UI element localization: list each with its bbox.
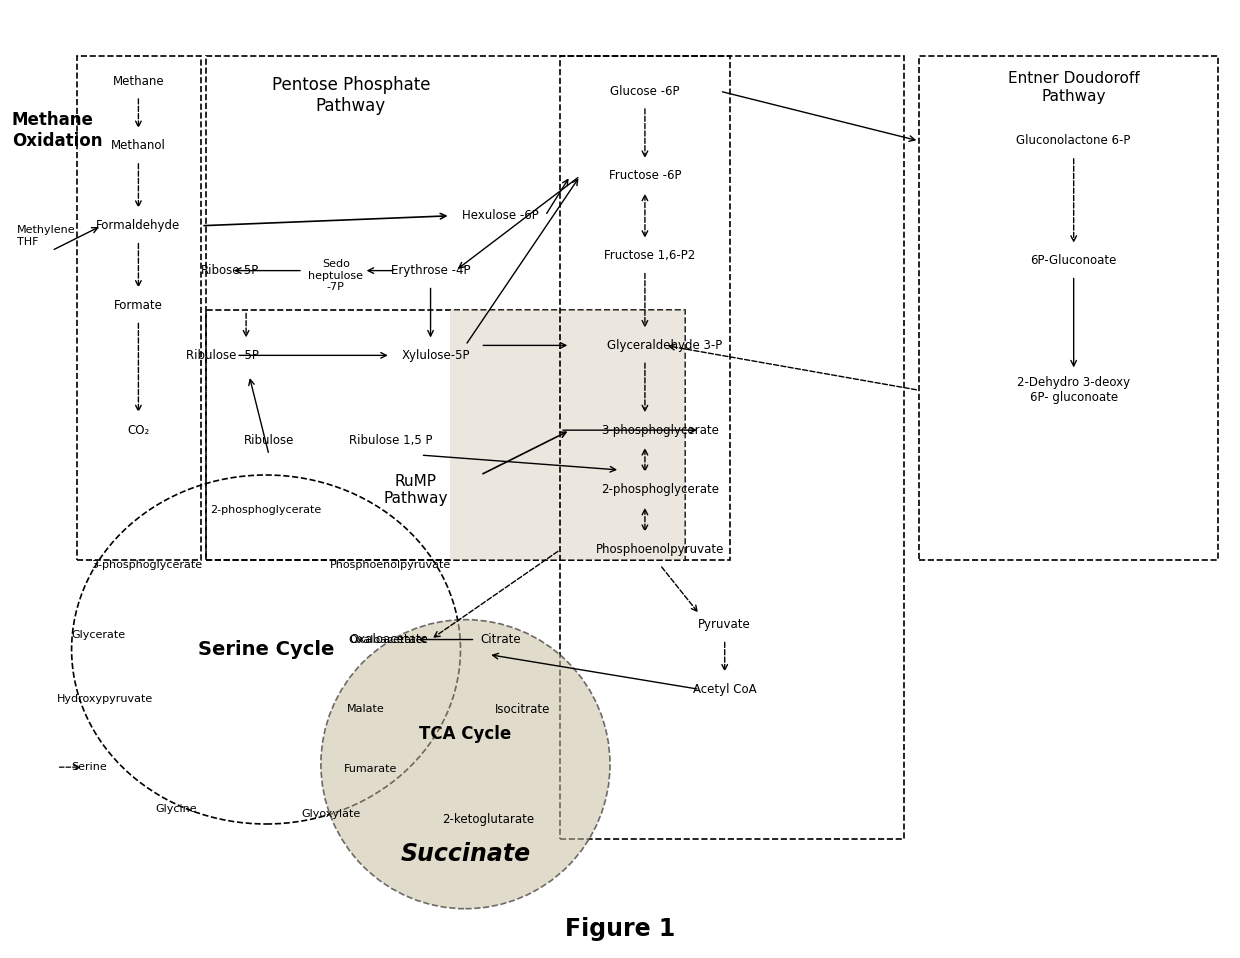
Text: Oxaloacetate: Oxaloacetate	[348, 634, 423, 645]
Text: Formate: Formate	[114, 299, 162, 312]
Text: Phosphoenolpyruvate: Phosphoenolpyruvate	[595, 543, 724, 557]
Bar	[77, 57, 201, 559]
Bar	[206, 310, 684, 559]
Text: Glucose -6P: Glucose -6P	[610, 84, 680, 98]
Text: Fructose 1,6-P2: Fructose 1,6-P2	[604, 249, 696, 262]
Text: TCA Cycle: TCA Cycle	[419, 725, 512, 743]
Text: Serine: Serine	[72, 763, 108, 772]
Text: Fructose -6P: Fructose -6P	[609, 170, 681, 182]
Text: 2-Dehydro 3-deoxy
6P- gluconoate: 2-Dehydro 3-deoxy 6P- gluconoate	[1017, 376, 1130, 404]
Text: 2-phosphoglycerate: 2-phosphoglycerate	[211, 505, 321, 514]
Text: Glycine: Glycine	[155, 804, 197, 814]
Text: Hydroxypyruvate: Hydroxypyruvate	[57, 695, 153, 704]
Circle shape	[321, 620, 610, 909]
Text: Ribose-5P: Ribose-5P	[201, 264, 259, 277]
Text: Isocitrate: Isocitrate	[495, 703, 551, 716]
Text: Glyoxylate: Glyoxylate	[301, 809, 361, 819]
Text: Oxaloacetate: Oxaloacetate	[350, 633, 428, 646]
Text: 3-phosphoglycerate: 3-phosphoglycerate	[601, 423, 719, 437]
Text: Entner Doudoroff
Pathway: Entner Doudoroff Pathway	[1008, 71, 1140, 103]
Text: Xylulose-5P: Xylulose-5P	[402, 349, 470, 362]
Bar	[919, 57, 1218, 559]
Text: 6P-Gluconoate: 6P-Gluconoate	[1030, 254, 1117, 267]
Bar	[206, 57, 729, 559]
Text: Ribulose 1,5 P: Ribulose 1,5 P	[348, 434, 433, 446]
Text: Glyceraldehyde 3-P: Glyceraldehyde 3-P	[608, 339, 723, 352]
Bar	[560, 57, 904, 839]
Text: Glycerate: Glycerate	[72, 629, 125, 640]
Text: Gluconolactone 6-P: Gluconolactone 6-P	[1017, 134, 1131, 148]
Text: Acetyl CoA: Acetyl CoA	[693, 683, 756, 696]
Text: Fumarate: Fumarate	[343, 764, 397, 774]
Text: Figure 1: Figure 1	[565, 917, 675, 941]
Text: Methane: Methane	[113, 75, 164, 87]
Text: 2-phosphoglycerate: 2-phosphoglycerate	[601, 484, 719, 496]
Text: 3-phosphoglycerate: 3-phosphoglycerate	[92, 559, 202, 570]
Text: RuMP
Pathway: RuMP Pathway	[383, 474, 448, 506]
Text: Ribulose: Ribulose	[244, 434, 294, 446]
Text: 2-ketoglutarate: 2-ketoglutarate	[443, 812, 534, 826]
Text: Methanol: Methanol	[110, 140, 166, 152]
Text: Citrate: Citrate	[480, 633, 521, 646]
Text: Ribulose -5P: Ribulose -5P	[186, 349, 259, 362]
Text: CO₂: CO₂	[128, 423, 150, 437]
Text: Pentose Phosphate
Pathway: Pentose Phosphate Pathway	[272, 77, 430, 115]
Bar	[450, 310, 684, 559]
Text: Serine Cycle: Serine Cycle	[198, 640, 335, 659]
Text: Methane
Oxidation: Methane Oxidation	[11, 111, 102, 149]
Text: Formaldehyde: Formaldehyde	[97, 219, 181, 232]
Text: Hexulose -6P: Hexulose -6P	[463, 209, 538, 222]
Text: Pyruvate: Pyruvate	[698, 618, 751, 631]
Text: Sedo
heptulose
-7P: Sedo heptulose -7P	[309, 259, 363, 292]
Text: Succinate: Succinate	[401, 842, 531, 866]
Text: Malate: Malate	[347, 704, 384, 715]
Text: Erythrose -4P: Erythrose -4P	[391, 264, 470, 277]
Text: Phosphoenolpyruvate: Phosphoenolpyruvate	[330, 559, 451, 570]
Text: Methylene
THF: Methylene THF	[17, 225, 76, 246]
